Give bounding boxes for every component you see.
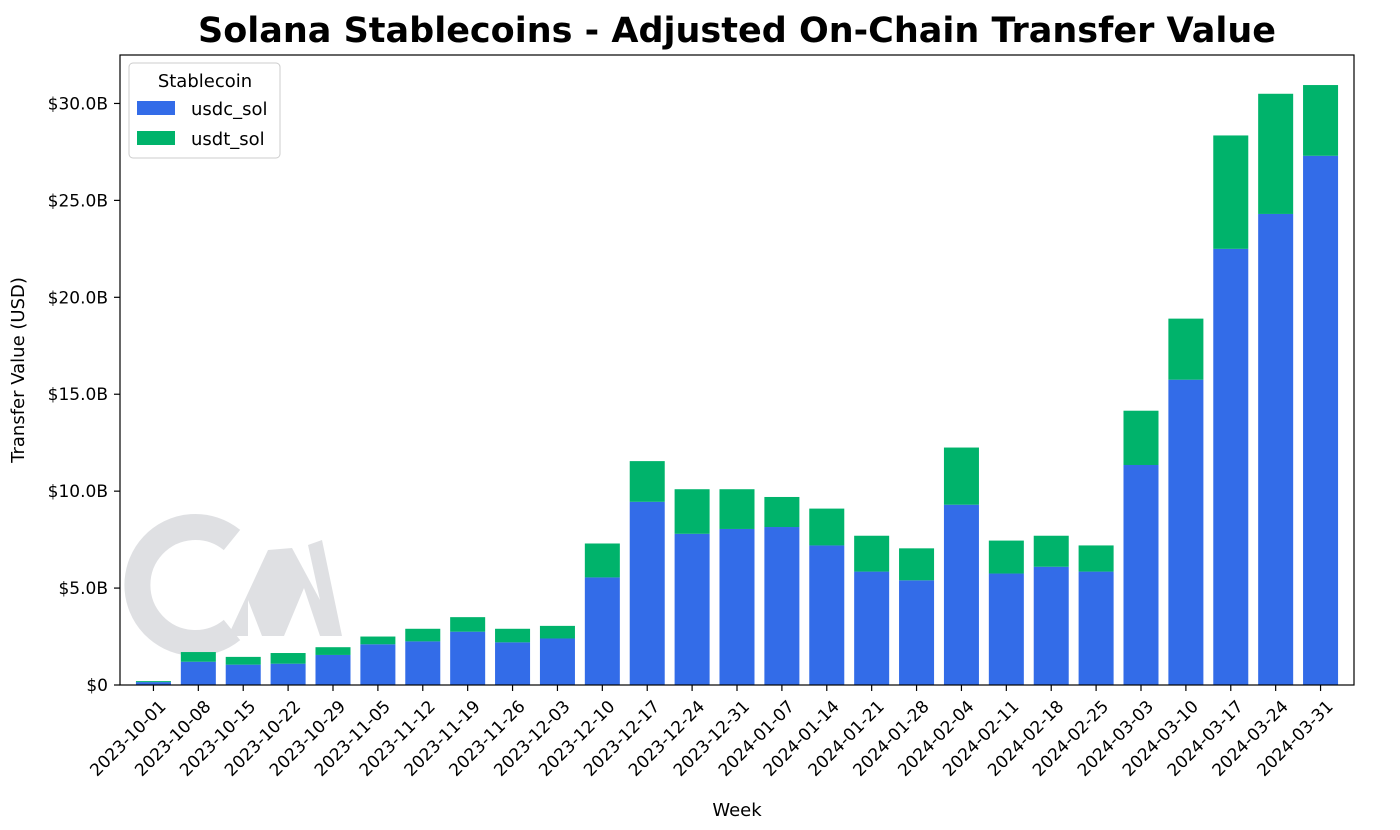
bar-usdt-sol-2023-10-08	[180, 652, 216, 662]
chart-title: Solana Stablecoins - Adjusted On-Chain T…	[198, 11, 1276, 51]
bar-usdc-sol-2023-10-08	[180, 661, 216, 685]
bar-usdt-sol-2023-10-15	[225, 656, 261, 665]
bar-usdt-sol-2024-02-04	[943, 447, 979, 505]
bar-usdt-sol-2023-12-24	[674, 489, 710, 534]
y-tick-label: $10.0B	[48, 482, 108, 502]
bar-usdc-sol-2024-03-31	[1303, 155, 1339, 686]
bar-usdt-sol-2024-03-24	[1258, 93, 1294, 214]
bar-usdc-sol-2024-02-25	[1078, 571, 1114, 685]
bar-usdt-sol-2023-11-26	[495, 628, 531, 643]
bar-usdt-sol-2023-11-05	[360, 636, 396, 645]
bar-usdc-sol-2023-12-24	[674, 533, 710, 685]
bar-usdc-sol-2023-12-10	[584, 577, 620, 685]
bar-usdc-sol-2023-12-31	[719, 528, 755, 685]
bar-usdc-sol-2023-10-15	[225, 664, 261, 685]
legend-label-usdc-sol: usdc_sol	[191, 99, 268, 120]
bar-usdt-sol-2024-02-18	[1033, 535, 1069, 567]
bar-usdc-sol-2024-03-17	[1213, 248, 1249, 685]
bar-usdt-sol-2024-03-31	[1303, 85, 1339, 156]
bar-usdt-sol-2023-10-29	[315, 647, 351, 655]
y-axis-label: Transfer Value (USD)	[8, 277, 29, 464]
x-axis-label: Week	[712, 800, 762, 821]
bar-usdt-sol-2024-03-17	[1213, 135, 1249, 249]
bar-usdt-sol-2023-12-17	[629, 461, 665, 502]
bar-usdc-sol-2023-12-03	[539, 638, 575, 685]
bar-usdc-sol-2024-02-18	[1033, 566, 1069, 685]
bar-usdt-sol-2024-03-03	[1123, 410, 1159, 465]
y-tick-label: $25.0B	[48, 191, 108, 211]
bar-usdc-sol-2023-10-22	[270, 663, 306, 685]
legend: Stablecoin usdc_sol usdt_sol	[128, 62, 281, 159]
bar-usdc-sol-2024-03-10	[1168, 379, 1204, 685]
bar-usdt-sol-2023-10-01	[135, 681, 171, 683]
bar-usdt-sol-2024-02-11	[988, 540, 1024, 574]
bar-usdc-sol-2023-11-12	[405, 641, 441, 685]
y-tick-label: $0	[86, 676, 108, 696]
y-tick-label: $30.0B	[48, 94, 108, 114]
watermark-c-shape	[124, 514, 241, 656]
legend-swatch-usdc-sol	[137, 101, 175, 115]
bar-usdt-sol-2023-12-10	[584, 543, 620, 578]
plot-area: $0$5.0B$10.0B$15.0B$20.0B$25.0B$30.0B202…	[48, 54, 1355, 781]
bar-usdc-sol-2023-10-01	[135, 682, 171, 685]
bar-usdc-sol-2023-11-05	[360, 644, 396, 685]
bar-usdt-sol-2023-12-31	[719, 489, 755, 529]
bar-usdt-sol-2023-10-22	[270, 653, 306, 664]
bar-usdc-sol-2023-11-19	[450, 631, 486, 685]
bar-usdc-sol-2024-01-14	[809, 545, 845, 685]
y-tick-label: $20.0B	[48, 288, 108, 308]
bar-usdc-sol-2023-10-29	[315, 654, 351, 685]
bar-usdc-sol-2024-03-24	[1258, 213, 1294, 685]
bar-usdc-sol-2023-12-17	[629, 501, 665, 685]
legend-title: Stablecoin	[158, 71, 252, 92]
cm-watermark-logo	[124, 514, 342, 656]
bar-usdt-sol-2024-03-10	[1168, 318, 1204, 380]
bar-usdt-sol-2024-01-28	[899, 548, 935, 581]
bar-usdc-sol-2024-03-03	[1123, 464, 1159, 685]
y-tick-label: $5.0B	[58, 579, 108, 599]
bar-usdc-sol-2024-01-28	[899, 580, 935, 685]
bar-usdt-sol-2024-01-07	[764, 496, 800, 528]
bar-usdc-sol-2024-02-04	[943, 504, 979, 685]
bar-usdt-sol-2023-11-19	[450, 617, 486, 632]
bar-usdt-sol-2024-01-21	[854, 535, 890, 572]
bar-usdt-sol-2024-02-25	[1078, 545, 1114, 572]
y-tick-label: $15.0B	[48, 385, 108, 405]
legend-swatch-usdt-sol	[137, 131, 175, 145]
bar-usdc-sol-2024-01-21	[854, 571, 890, 685]
legend-label-usdt-sol: usdt_sol	[191, 129, 265, 150]
bar-usdc-sol-2024-01-07	[764, 527, 800, 685]
bar-usdc-sol-2024-02-11	[988, 573, 1024, 685]
watermark-m-shape	[228, 540, 342, 636]
bar-usdt-sol-2023-12-03	[539, 625, 575, 639]
bar-usdt-sol-2024-01-14	[809, 508, 845, 546]
bar-usdt-sol-2023-11-12	[405, 628, 441, 642]
bar-usdc-sol-2023-11-26	[495, 642, 531, 685]
